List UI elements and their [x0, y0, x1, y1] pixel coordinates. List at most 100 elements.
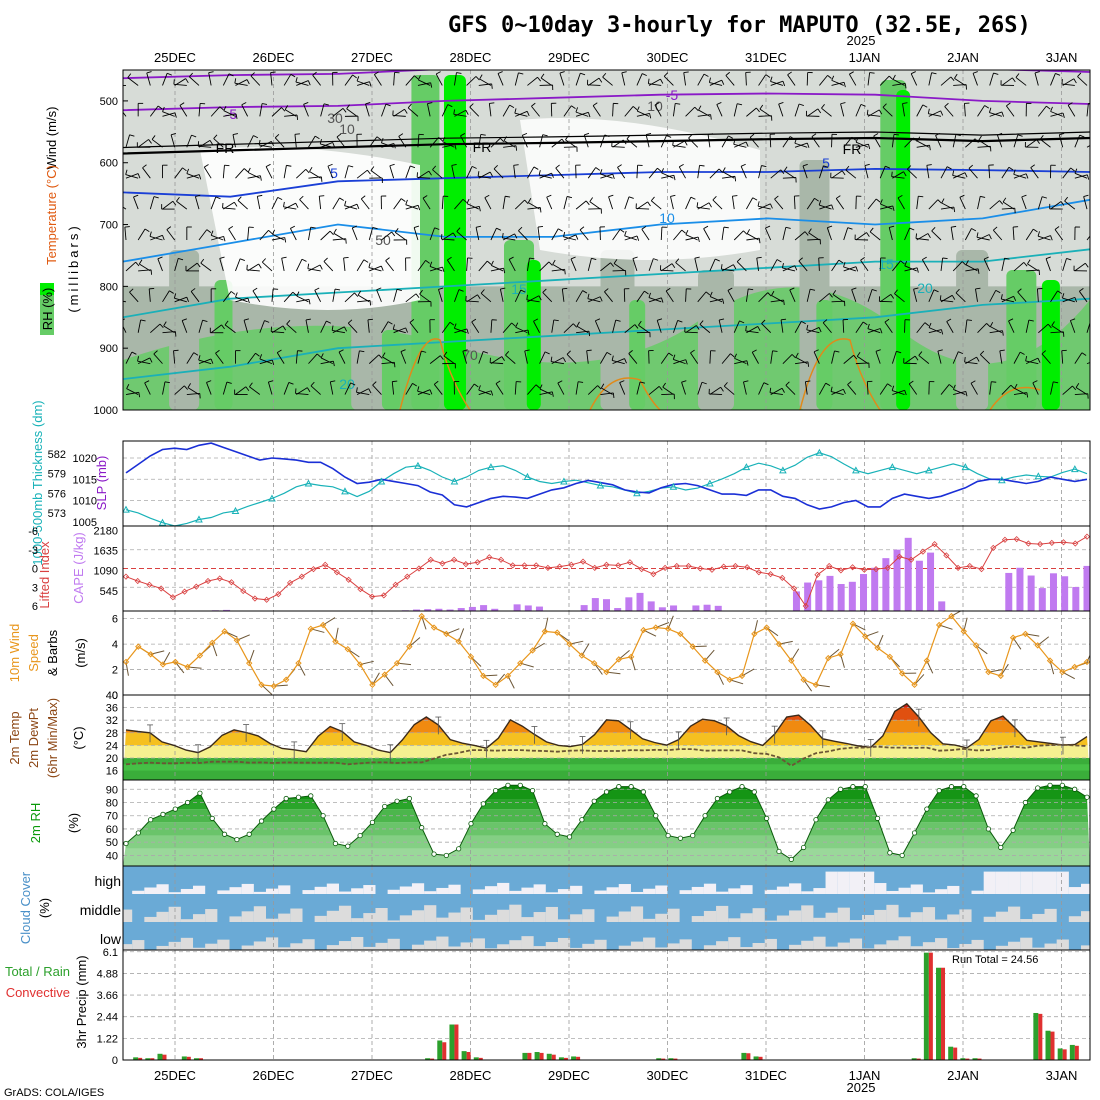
precip-total-bar [145, 1058, 151, 1060]
wind-barb [478, 389, 492, 395]
wind-barb-flag [435, 71, 441, 75]
wind-barb-flag [1070, 318, 1076, 321]
wind-barb [295, 350, 298, 364]
wind10m-marker [123, 658, 130, 666]
wind-barb-flag [376, 287, 382, 291]
wind-barb-flag [478, 206, 481, 212]
lifted-index-marker [216, 575, 223, 582]
wind-barb-flag [922, 256, 927, 261]
wind-barb-flag [671, 263, 676, 269]
wind-barb-flag [896, 350, 902, 354]
wind-barb-flag [580, 72, 586, 76]
wind-barb [830, 391, 844, 395]
wind-barb-flag [1074, 297, 1078, 303]
wind-barb [442, 141, 455, 148]
precip-total-bar [157, 1053, 163, 1060]
lifted-index-marker [884, 564, 891, 571]
wind-barb-flag [527, 329, 530, 336]
wind-barb [794, 361, 808, 365]
cloud-fraction-bar [995, 911, 1009, 922]
cloud-fraction-bar [156, 884, 169, 894]
wind-barb [940, 299, 954, 303]
thickness-marker [852, 466, 860, 474]
wind-barb [575, 73, 581, 86]
wind-barb-flag [602, 72, 607, 78]
rh2m-marker [123, 840, 129, 847]
top-date-label: 30DEC [647, 50, 689, 65]
wind-barb [975, 288, 978, 302]
cloud-fraction-bar [703, 883, 717, 894]
thickness-marker [961, 463, 970, 471]
wind-barb-flag [891, 171, 893, 177]
wind-barb [198, 358, 212, 365]
wind-barb-flag [438, 137, 443, 142]
lifted-index-marker [556, 563, 563, 570]
wind-barb [916, 322, 926, 334]
precip-total-bar [473, 1057, 479, 1060]
wind-barb-flag [666, 134, 672, 138]
wind-barb [490, 228, 497, 241]
wind-barb [588, 296, 601, 303]
cloud-fraction-bar [959, 909, 972, 922]
wind-barb-flag [746, 360, 749, 366]
wind-barb-flag [993, 226, 998, 231]
thickness-tick-label: 576 [48, 488, 66, 500]
temp-band [123, 707, 1090, 721]
wind-barb [295, 168, 307, 179]
wind-barb-flag [675, 258, 680, 263]
wind-barb [913, 289, 918, 302]
wind-barb-flag [526, 111, 530, 117]
wind-barb-flag [551, 172, 554, 178]
cloud-fraction-bar [509, 940, 522, 950]
cape-bar [435, 608, 443, 611]
wind10m-marker [406, 643, 413, 650]
wind-barb-flag [953, 206, 956, 213]
wind-barb [413, 227, 419, 241]
wind-barb [811, 136, 820, 148]
wind-barb-flag [685, 359, 688, 365]
rh2m-marker [185, 799, 191, 806]
wind-barb-flag [412, 383, 417, 387]
wind-barb-flag [759, 104, 764, 110]
rh2m-marker [382, 803, 388, 810]
wind-barb-flag [622, 139, 627, 145]
precip-total-bar [656, 1058, 662, 1060]
cloud-fraction-bar [703, 945, 717, 950]
lifted-index-marker [579, 558, 587, 565]
bottom-date-label: 26DEC [253, 1068, 295, 1083]
wind-barb [1086, 362, 1090, 365]
wind-barb-flag [658, 386, 663, 391]
cape-bar [904, 537, 912, 611]
rh2m-marker [357, 832, 363, 839]
wind-barb [780, 319, 784, 333]
wind-barb-flag [701, 381, 707, 385]
wind-barb-flag [657, 318, 663, 321]
wind-barb-flag [127, 73, 132, 78]
temp2m-tick-label: 24 [106, 740, 118, 752]
wind-barb-flag [458, 289, 464, 292]
wind-barb [952, 261, 963, 272]
wind-barb-flag [918, 351, 923, 356]
wind-barb-flag [971, 228, 977, 232]
wind-barb [259, 144, 273, 148]
wind-barb-flag [997, 132, 1003, 136]
wind-barb [454, 198, 464, 210]
wind-barb [612, 320, 617, 333]
wind-barb-flag [866, 232, 870, 237]
wind-barb [587, 298, 601, 303]
cloud-fraction-bar [436, 887, 449, 894]
lifted-index-marker [181, 588, 188, 595]
lifted-index-marker [650, 571, 657, 578]
wind-barb-flag [822, 319, 828, 324]
precip-convective-bar [138, 1057, 143, 1060]
wind-barb [441, 238, 455, 241]
wind-barb-flag [1081, 352, 1087, 356]
wind-barb-flag [785, 226, 791, 229]
wind-barb-flag [268, 380, 274, 383]
wind-barb-flag [369, 300, 372, 306]
wind-barb [213, 138, 224, 148]
wind10m-barb [914, 674, 925, 686]
wind-barb-flag [410, 165, 416, 169]
dewpt-legend-label: 2m DewPt [26, 708, 41, 768]
precip-convective-bar [478, 1057, 483, 1060]
